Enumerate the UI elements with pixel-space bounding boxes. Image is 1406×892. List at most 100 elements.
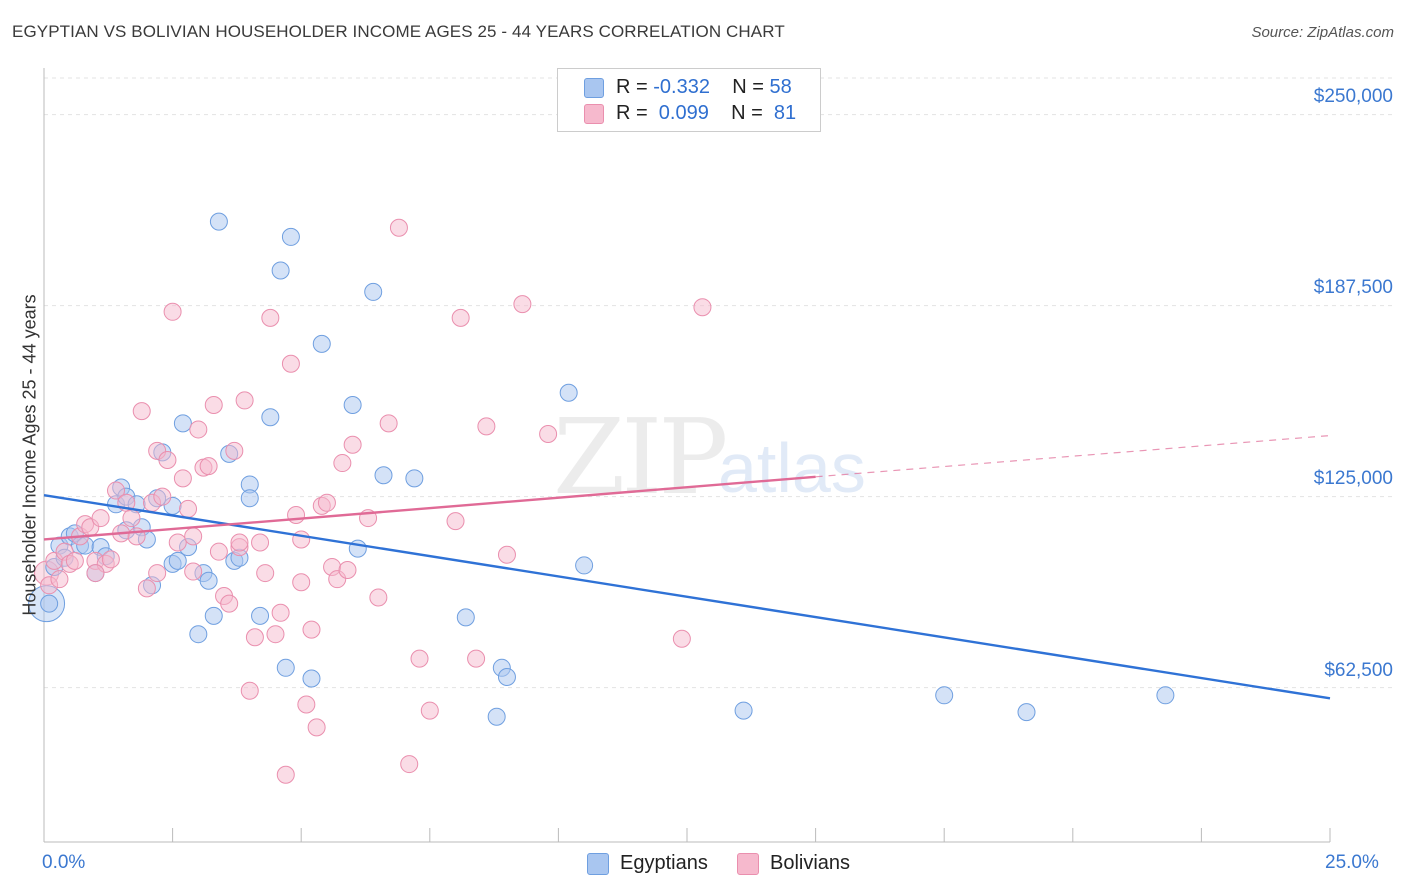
bolivian-point: [50, 570, 69, 589]
bolivian-point: [497, 545, 516, 564]
egyptian-point: [168, 551, 187, 570]
bolivian-point: [513, 295, 532, 314]
bolivian-point: [266, 625, 285, 644]
n-label: N =: [731, 102, 769, 124]
bolivian-point: [379, 414, 398, 433]
y-tick-label: $250,000: [1313, 86, 1393, 107]
egyptian-point: [251, 606, 270, 625]
bolivian-point: [281, 354, 300, 373]
correlation-legend: R = -0.332 N = 58 R = 0.099 N = 81: [557, 68, 821, 132]
r-value: -0.332: [653, 76, 710, 98]
egyptian-point: [173, 414, 192, 433]
egyptian-point: [456, 608, 475, 627]
bolivian-point: [287, 506, 306, 525]
bolivian-point: [410, 649, 429, 668]
egyptian-point: [364, 282, 383, 301]
bolivian-point: [302, 620, 321, 639]
chart-title: EGYPTIAN VS BOLIVIAN HOUSEHOLDER INCOME …: [12, 22, 785, 41]
y-axis-label: Householder Income Ages 25 - 44 years: [19, 294, 40, 616]
egyptian-point: [276, 658, 295, 677]
bolivian-point: [173, 469, 192, 488]
egyptian-point: [199, 571, 218, 590]
egyptian-point: [575, 556, 594, 575]
r-value: 0.099: [653, 102, 709, 124]
egyptian-point: [343, 395, 362, 414]
bolivian-point: [91, 509, 110, 528]
bolivian-point: [389, 218, 408, 237]
egyptian-point: [312, 334, 331, 353]
bolivian-point: [276, 765, 295, 784]
egyptian-point: [405, 469, 424, 488]
bolivian-point: [184, 527, 203, 546]
egyptian-point: [209, 212, 228, 231]
egyptian-point: [40, 594, 59, 613]
egyptian-point: [1156, 686, 1175, 705]
bolivian-point: [86, 564, 105, 583]
bolivian-point: [256, 564, 275, 583]
egyptian-point: [189, 625, 208, 644]
bolivian-point: [189, 420, 208, 439]
egyptians-swatch: [584, 78, 604, 98]
y-tick-label: $187,500: [1313, 277, 1393, 298]
n-value: 81: [768, 102, 797, 124]
bolivian-point: [137, 579, 156, 598]
bolivian-point: [343, 435, 362, 454]
bolivian-point: [101, 550, 120, 569]
bolivian-point: [317, 493, 336, 512]
bolivian-point: [693, 298, 712, 317]
egyptian-point: [374, 466, 393, 485]
legend-stats-bolivians: R = 0.099 N = 81: [616, 102, 796, 125]
bolivian-point: [400, 755, 419, 774]
bolivian-point: [199, 457, 218, 476]
bolivian-point: [240, 681, 259, 700]
egyptian-point: [935, 686, 954, 705]
bolivian-point: [420, 701, 439, 720]
y-tick-label: $62,500: [1324, 660, 1393, 681]
legend-stats-egyptians: R = -0.332 N = 58: [616, 76, 792, 99]
n-value: 58: [769, 76, 792, 98]
bolivian-point: [261, 308, 280, 327]
egyptian-point: [487, 707, 506, 726]
bolivian-point: [168, 533, 187, 552]
egyptian-point: [1017, 703, 1036, 722]
bolivians-trend-extension: [815, 434, 1331, 478]
bolivian-point: [220, 594, 239, 613]
n-label: N =: [732, 76, 770, 98]
bolivian-point: [204, 395, 223, 414]
bolivian-point: [292, 530, 311, 549]
bolivian-point: [297, 695, 316, 714]
bolivian-point: [65, 551, 84, 570]
bolivian-point: [333, 454, 352, 473]
bolivian-point: [245, 628, 264, 647]
bolivian-point: [292, 573, 311, 592]
bolivians-swatch: [584, 104, 604, 124]
bolivian-point: [539, 425, 558, 444]
bolivian-point: [672, 629, 691, 648]
egyptians-legend-swatch: [587, 853, 609, 875]
bolivian-point: [148, 564, 167, 583]
bolivian-point: [225, 441, 244, 460]
egyptian-point: [261, 408, 280, 427]
bolivians-trend-line: [43, 475, 816, 541]
egyptian-point: [734, 701, 753, 720]
x-tick-label: 0.0%: [42, 852, 86, 873]
bolivian-point: [467, 649, 486, 668]
egyptian-point: [497, 667, 516, 686]
bolivian-point: [369, 588, 388, 607]
legend-label: Egyptians: [620, 852, 708, 874]
bolivian-point: [163, 302, 182, 321]
bolivian-point: [446, 512, 465, 531]
chart-source: Source: ZipAtlas.com: [1251, 24, 1394, 41]
egyptian-point: [271, 261, 290, 280]
egyptian-point: [281, 227, 300, 246]
bolivian-point: [107, 481, 126, 500]
bolivian-point: [158, 451, 177, 469]
egyptians-trend-line: [43, 493, 1331, 700]
egyptian-point: [302, 669, 321, 688]
bolivian-point: [451, 308, 470, 327]
egyptian-point: [240, 489, 259, 508]
bolivians-legend-swatch: [737, 853, 759, 875]
bolivian-point: [477, 417, 496, 436]
bolivian-point: [338, 561, 357, 580]
